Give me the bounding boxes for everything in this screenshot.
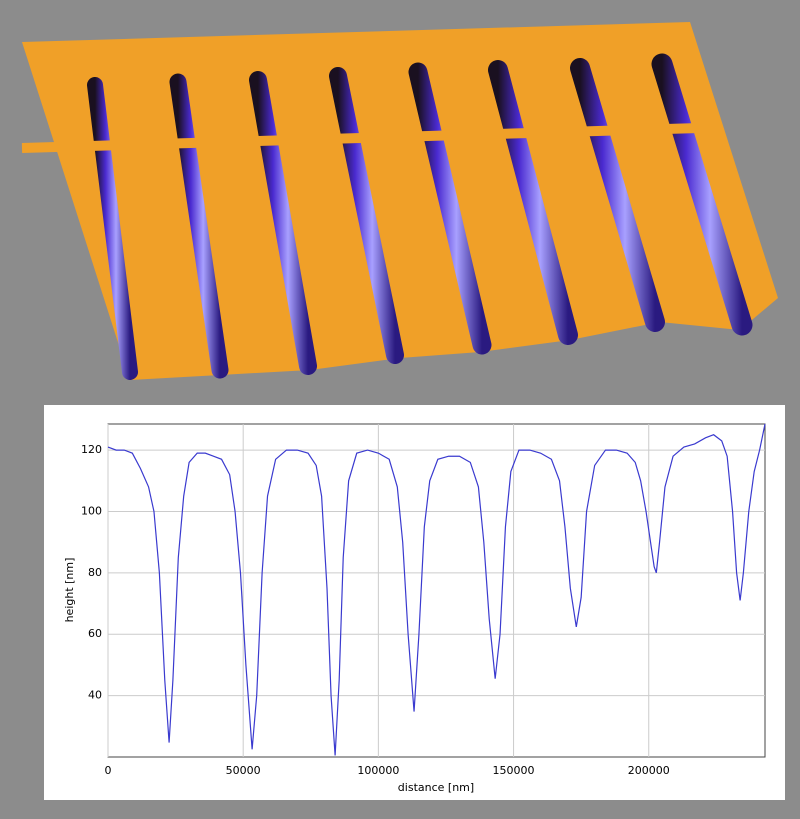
x-tick-label: 100000 [357,764,399,777]
chart-panel [44,405,785,800]
x-tick-label: 150000 [493,764,535,777]
plot-area: 40 60 80 100 120 0 50000 100000 150000 200000 [81,423,766,777]
x-tick-label: 200000 [628,764,670,777]
y-tick-label: 80 [88,566,102,579]
afm-3d-image [21,22,778,380]
y-axis-label: height [nm] [63,558,76,623]
y-tick-label: 120 [81,443,102,456]
line-series [107,423,766,756]
y-tick-label: 100 [81,504,102,517]
y-tick-label: 60 [88,627,102,640]
y-tick-label: 40 [88,689,102,702]
x-tick-label: 0 [105,764,112,777]
grooves [87,53,753,380]
x-axis-label: distance [nm] [398,781,474,794]
x-tick-label: 50000 [226,764,261,777]
